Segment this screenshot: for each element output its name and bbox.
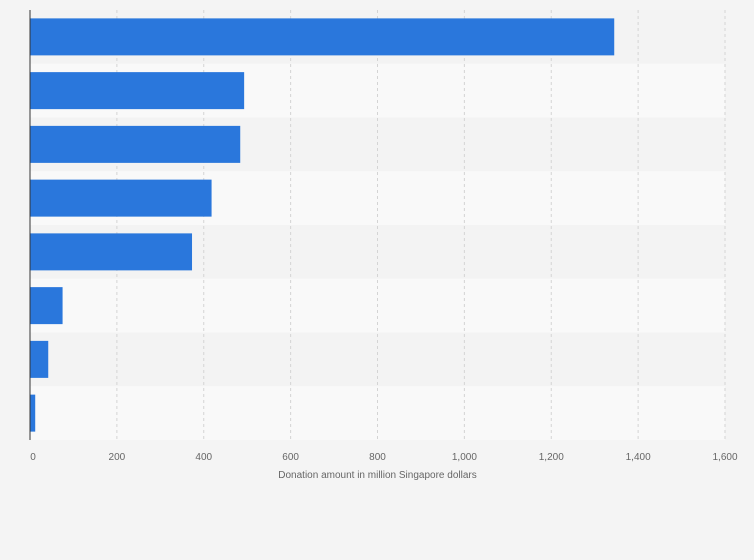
x-tick-label: 1,000 — [452, 452, 477, 463]
bar — [30, 72, 245, 110]
bars — [30, 18, 615, 432]
bar — [30, 179, 212, 217]
x-tick-label: 1,400 — [626, 452, 651, 463]
x-tick-label: 0 — [30, 452, 36, 463]
x-tick-label: 400 — [195, 452, 212, 463]
x-tick-label: 600 — [282, 452, 299, 463]
x-tick-label: 1,200 — [539, 452, 564, 463]
bar — [30, 233, 193, 271]
x-axis-title: Donation amount in million Singapore dol… — [278, 470, 476, 481]
x-tick-label: 800 — [369, 452, 386, 463]
bar — [30, 125, 241, 163]
bar — [30, 340, 49, 378]
x-tick-labels: 0 200 400 600 800 1,000 1,200 1,400 1,600 — [30, 452, 738, 463]
bar — [30, 394, 36, 432]
bar — [30, 18, 615, 56]
x-tick-label: 1,600 — [712, 452, 737, 463]
bar — [30, 287, 63, 325]
x-tick-label: 200 — [109, 452, 126, 463]
